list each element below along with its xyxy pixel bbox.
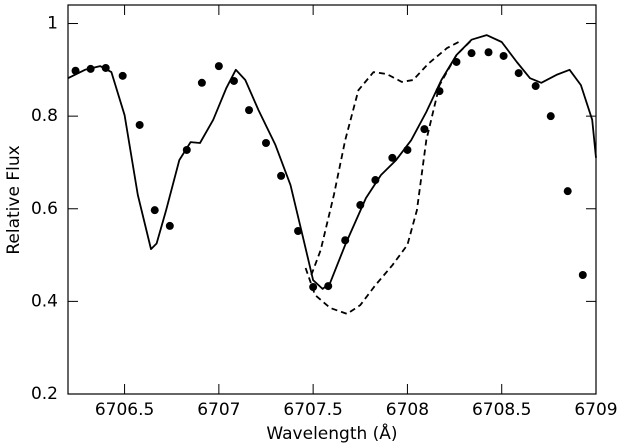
y-tick-label: 0.6 — [31, 199, 58, 219]
data-point — [165, 221, 174, 230]
data-point — [388, 153, 397, 162]
dashed-line — [310, 39, 463, 276]
data-point — [484, 48, 493, 57]
dashed-line — [304, 39, 473, 315]
data-point — [245, 106, 254, 115]
y-tick-label: 1 — [47, 14, 58, 34]
data-point — [135, 120, 144, 129]
data-point — [197, 78, 206, 87]
data-point — [118, 71, 127, 80]
x-tick-label: 6706.5 — [95, 400, 154, 420]
data-point — [294, 226, 303, 235]
data-point — [277, 171, 286, 180]
data-point — [578, 270, 587, 279]
data-point — [514, 69, 523, 78]
x-tick-label: 6707.5 — [283, 400, 342, 420]
y-tick-label: 0.4 — [31, 291, 58, 311]
x-tick-label: 6707 — [197, 400, 240, 420]
x-tick-label: 6709 — [574, 400, 617, 420]
plot-frame — [67, 4, 597, 395]
data-point — [262, 139, 270, 148]
data-point — [214, 62, 223, 71]
data-point — [531, 82, 540, 91]
data-point — [150, 206, 159, 215]
y-axis-label: Relative Flux — [4, 145, 24, 254]
data-point — [324, 282, 333, 291]
y-tick-label: 0.8 — [31, 106, 58, 126]
x-axis-label: Wavelength (Å) — [266, 422, 397, 444]
x-tick-label: 6708 — [386, 400, 429, 420]
data-point — [467, 49, 476, 58]
data-point — [499, 51, 508, 60]
data-point — [563, 187, 572, 196]
y-tick-label: 0.2 — [31, 384, 58, 404]
data-point — [546, 112, 555, 121]
x-tick-label: 6708.5 — [472, 400, 531, 420]
data-point — [420, 125, 429, 134]
solid-line — [67, 34, 597, 290]
